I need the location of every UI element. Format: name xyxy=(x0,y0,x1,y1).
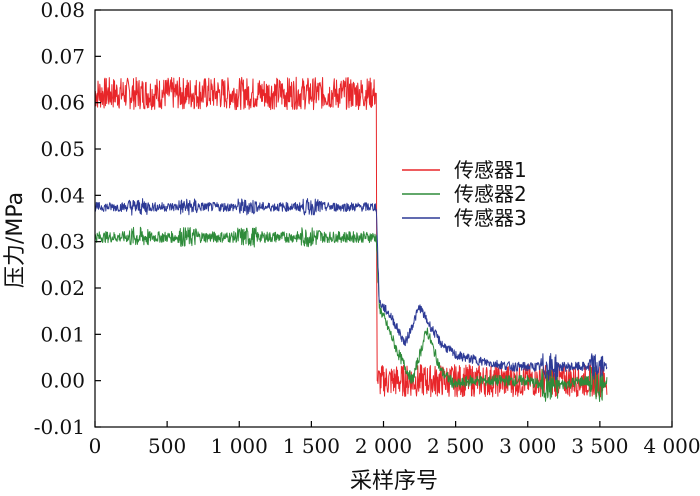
y-tick-label: 0.00 xyxy=(40,369,85,393)
legend-label-1: 传感器1 xyxy=(454,158,527,182)
x-tick-label: 3 000 xyxy=(499,434,556,458)
y-tick-label: 0.03 xyxy=(40,230,85,254)
series-line-2 xyxy=(94,226,608,402)
x-tick-label: 2 000 xyxy=(355,434,412,458)
y-tick-label: 0.01 xyxy=(40,322,85,346)
y-tick-label: 0.08 xyxy=(40,0,85,22)
legend-label-2: 传感器2 xyxy=(454,182,527,206)
series-line-3 xyxy=(94,198,608,381)
ticks-layer: 0 500 1 000 1 500 2 000 2 500 3 000 3 500 4 000 -… xyxy=(34,0,700,458)
y-axis-title: 压力/MPa xyxy=(3,192,28,288)
y-tick-label: -0.01 xyxy=(34,415,85,439)
x-tick-label: 4 000 xyxy=(643,434,700,458)
x-tick-label: 1 500 xyxy=(283,434,340,458)
series-layer xyxy=(94,76,608,402)
axes-layer xyxy=(94,9,673,428)
y-tick-label: 0.07 xyxy=(40,44,85,68)
series-line-1 xyxy=(94,76,608,398)
y-tick-label: 0.02 xyxy=(40,276,85,300)
x-tick-label: 0 xyxy=(89,434,102,458)
y-tick-label: 0.04 xyxy=(40,183,85,207)
y-tick-label: 0.05 xyxy=(40,137,85,161)
legend-label-3: 传感器3 xyxy=(454,206,527,230)
plot-frame xyxy=(94,9,673,428)
y-tick-label: 0.06 xyxy=(40,91,85,115)
x-tick-label: 3 500 xyxy=(571,434,628,458)
x-tick-label: 500 xyxy=(148,434,186,458)
x-tick-label: 1 000 xyxy=(211,434,268,458)
x-axis-title: 采样序号 xyxy=(350,469,438,494)
x-tick-label: 2 500 xyxy=(427,434,484,458)
